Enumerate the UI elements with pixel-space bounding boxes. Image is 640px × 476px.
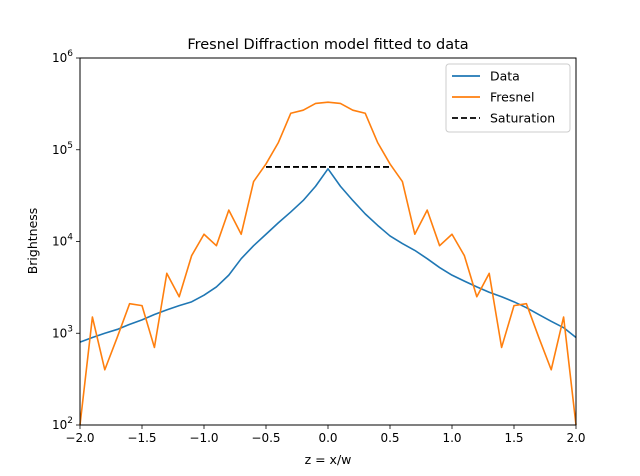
series-layer [79, 101, 577, 426]
y-tick-exponent: 6 [67, 49, 73, 59]
y-tick-exponent: 2 [67, 416, 73, 426]
y-tick-label: 103 [52, 324, 73, 340]
x-tick-label: −2.0 [65, 431, 94, 445]
x-tick-label: 0.0 [318, 431, 337, 445]
x-tick-label: 1.5 [504, 431, 523, 445]
y-tick-label: 106 [52, 49, 73, 65]
chart-title: Fresnel Diffraction model fitted to data [187, 37, 468, 53]
legend-label-fresnel: Fresnel [490, 90, 534, 105]
y-tick-label: 104 [52, 233, 73, 249]
y-tick-exponent: 4 [67, 233, 73, 243]
plot-frame [79, 57, 577, 426]
x-axis-ticks: −2.0 −1.5 −1.0 −0.5 0.0 0.5 1.0 1.5 2.0 [65, 425, 586, 445]
x-tick-label: 2.0 [566, 431, 585, 445]
x-tick-label: 0.5 [380, 431, 399, 445]
y-axis-ticks: 102 103 104 105 106 [52, 49, 80, 432]
x-tick-label: −1.5 [127, 431, 156, 445]
y-tick-label: 105 [52, 141, 73, 157]
y-tick-exponent: 5 [67, 141, 73, 151]
x-tick-label: 1.0 [442, 431, 461, 445]
y-tick-label: 102 [52, 416, 73, 432]
legend-label-saturation: Saturation [490, 111, 555, 126]
legend-box [445, 63, 571, 133]
legend: Data Fresnel Saturation [445, 63, 571, 133]
x-tick-label: −0.5 [251, 431, 280, 445]
x-tick-label: −1.0 [189, 431, 218, 445]
y-axis-label: Brightness [25, 208, 40, 275]
legend-label-data: Data [490, 69, 520, 84]
x-axis-label: z = x/w [305, 452, 352, 467]
y-tick-exponent: 3 [67, 324, 73, 334]
series-line-fresnel [79, 101, 577, 426]
